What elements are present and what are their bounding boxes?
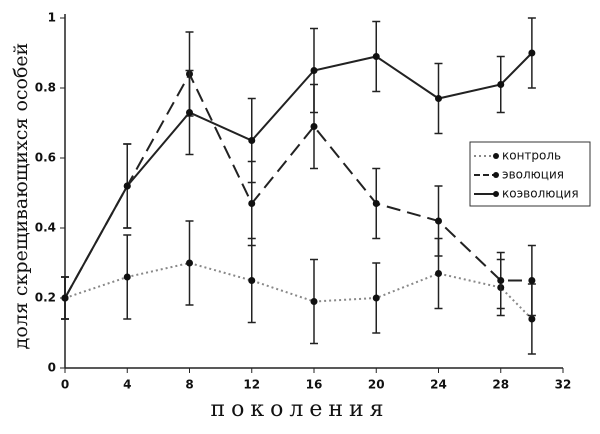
- point: [310, 67, 318, 74]
- y-tick-label: 0.8: [35, 81, 56, 95]
- series-line: [64, 261, 533, 320]
- point: [310, 123, 318, 130]
- legend-box: [469, 141, 591, 207]
- x-tick-label: 20: [368, 378, 385, 392]
- legend-marker: [493, 172, 499, 178]
- x-tick-label: 0: [61, 378, 69, 392]
- x-tick-label: 32: [555, 378, 572, 392]
- legend-label: контроль: [502, 149, 561, 163]
- point: [123, 182, 131, 190]
- y-tick-label: 1: [48, 11, 56, 25]
- legend-marker: [493, 191, 499, 197]
- y-tick-label: 0.4: [35, 221, 56, 235]
- x-tick-label: 16: [306, 378, 323, 392]
- point: [186, 109, 193, 116]
- legend-label: эволюция: [502, 168, 564, 182]
- point: [528, 315, 536, 323]
- point: [123, 273, 131, 281]
- point: [435, 217, 442, 225]
- point: [248, 277, 256, 284]
- y-tick-label: 0: [48, 361, 56, 375]
- point: [372, 200, 380, 207]
- y-axis-title: доля скрещивающихся особей: [10, 43, 32, 350]
- point: [497, 277, 505, 284]
- point: [435, 270, 442, 277]
- x-tick-label: 24: [430, 378, 447, 392]
- point: [248, 137, 256, 144]
- point: [435, 95, 442, 102]
- point: [61, 294, 69, 302]
- x-tick-label: 28: [492, 378, 509, 392]
- legend-marker: [493, 153, 499, 159]
- x-tick-label: 8: [185, 378, 193, 392]
- point: [528, 277, 536, 284]
- x-tick-label: 12: [243, 378, 260, 392]
- y-tick-label: 0.2: [35, 291, 56, 305]
- legend-label: коэволюция: [502, 187, 579, 201]
- point: [528, 49, 536, 57]
- point: [372, 294, 380, 302]
- x-axis-title: поколения: [210, 397, 389, 422]
- y-tick-label: 0.6: [35, 151, 56, 165]
- series-line: [64, 71, 532, 299]
- point: [248, 200, 256, 207]
- point: [186, 259, 193, 267]
- point: [310, 298, 318, 305]
- x-tick-label: 4: [123, 378, 131, 392]
- point: [497, 81, 505, 88]
- point: [372, 53, 380, 60]
- series-line: [64, 52, 533, 299]
